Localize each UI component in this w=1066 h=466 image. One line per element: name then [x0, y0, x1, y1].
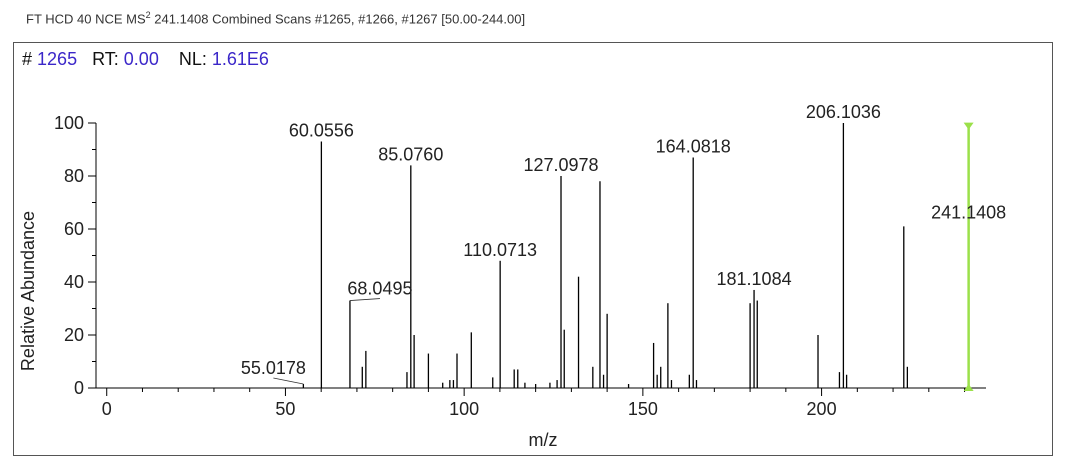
peak-label: 127.0978	[523, 155, 598, 175]
scan-number-value: 1265	[37, 49, 78, 69]
peak-label: 110.0713	[463, 240, 537, 260]
ms-level-superscript: 2	[145, 10, 151, 20]
peak-label: 206.1036	[806, 102, 881, 122]
peak-label: 55.0178	[241, 358, 306, 378]
peak-label: 68.0495	[347, 279, 412, 299]
nl-label: NL:	[178, 49, 207, 69]
peak-label: 164.0818	[656, 136, 731, 156]
scan-number-label: #	[22, 49, 33, 69]
label-leader	[273, 377, 304, 385]
precursor-bottom-marker	[963, 384, 974, 391]
y-tick-label: 80	[64, 166, 84, 186]
x-tick-label: 150	[628, 399, 658, 419]
scan-info: # 1265 RT: 0.00 NL: 1.61E6	[22, 49, 269, 70]
scan-header: FT HCD 40 NCE MS2 241.1408 Combined Scan…	[26, 10, 525, 26]
y-tick-label: 60	[64, 219, 84, 239]
peak-label: 85.0760	[378, 144, 443, 164]
spectrum-panel[interactable]: # 1265 RT: 0.00 NL: 1.61E6 Relative Abun…	[13, 42, 1053, 456]
y-axis-title: Relative Abundance	[18, 211, 38, 371]
spectrum-chart[interactable]: Relative Abundance m/z 0 50 100 150 200 0 20 40…	[14, 43, 1052, 455]
peak-label: 181.1084	[717, 269, 792, 289]
rt-label: RT:	[92, 49, 119, 69]
x-tick-label: 200	[807, 399, 837, 419]
precursor-label: 241.1408	[931, 202, 1006, 222]
x-tick-label: 50	[275, 399, 295, 419]
x-tick-label: 100	[449, 399, 479, 419]
x-tick-label: 0	[102, 399, 112, 419]
x-axis-title: m/z	[529, 430, 558, 450]
y-tick-label: 100	[54, 113, 84, 133]
scan-header-prefix: FT HCD 40 NCE MS	[26, 11, 146, 27]
scan-header-suffix: 241.1408 Combined Scans #1265, #1266, #1…	[150, 11, 526, 27]
rt-value: 0.00	[123, 49, 159, 69]
y-tick-label: 20	[64, 325, 84, 345]
y-tick-label: 40	[64, 272, 84, 292]
peak-label: 60.0556	[289, 121, 354, 141]
nl-value: 1.61E6	[211, 49, 269, 69]
precursor-top-marker	[963, 122, 974, 130]
label-leader	[349, 298, 380, 301]
y-tick-label: 0	[74, 378, 84, 398]
